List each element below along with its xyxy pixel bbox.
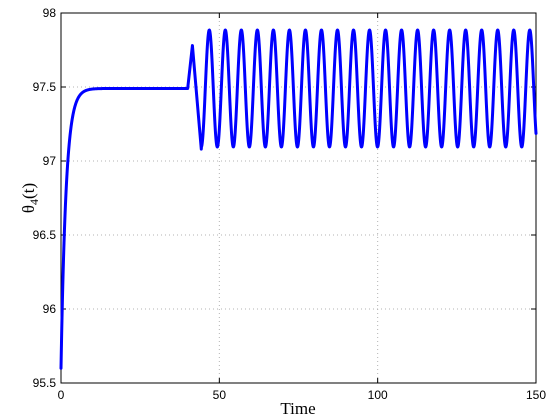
y-axis-title-symbol: θ [19,205,38,213]
y-tick-label-98: 98 [43,6,57,20]
y-tick-label-96.5: 96.5 [33,228,57,242]
x-tick-label-50: 50 [213,388,227,402]
plot-area-frame [60,12,537,384]
y-tick-label-97: 97 [43,154,57,168]
series-line-theta4 [59,28,538,370]
x-axis-title: Time [280,399,315,418]
x-tick-label-100: 100 [368,388,388,402]
x-tick-label-0: 0 [58,388,65,402]
y-tick-label-95.5: 95.5 [33,376,57,390]
x-tick-labels: 0 50 100 150 [58,388,547,402]
x-tick-label-150: 150 [526,388,546,402]
grid-lines [61,13,536,383]
y-tick-labels: 95.5 96 96.5 97 97.5 98 [33,6,57,390]
y-tick-label-97.5: 97.5 [33,80,57,94]
y-tick-label-96: 96 [43,302,57,316]
y-axis-title: θ4(t) [19,183,41,213]
y-axis-title-subscript: 4 [27,199,41,205]
y-axis-title-argument: (t) [19,183,38,199]
